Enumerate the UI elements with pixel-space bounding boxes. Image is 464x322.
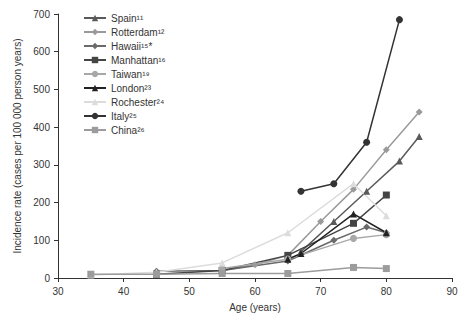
svg-text:Incidence rate (cases per 100: Incidence rate (cases per 100 000 person… xyxy=(12,38,23,253)
svg-text:500: 500 xyxy=(33,84,50,95)
svg-text:Age (years): Age (years) xyxy=(229,302,281,313)
svg-text:30: 30 xyxy=(52,286,64,297)
svg-text:Hawaii¹⁵*: Hawaii¹⁵* xyxy=(111,41,152,52)
svg-text:50: 50 xyxy=(184,286,196,297)
svg-text:Rochester²⁴: Rochester²⁴ xyxy=(111,97,164,108)
svg-text:80: 80 xyxy=(381,286,393,297)
svg-text:Spain¹¹: Spain¹¹ xyxy=(111,13,144,24)
svg-text:China²⁶: China²⁶ xyxy=(111,125,145,136)
svg-text:Rotterdam¹²: Rotterdam¹² xyxy=(111,27,165,38)
svg-text:70: 70 xyxy=(315,286,327,297)
svg-text:London²³: London²³ xyxy=(111,83,152,94)
svg-text:Italy²⁵: Italy²⁵ xyxy=(111,111,137,122)
svg-text:400: 400 xyxy=(33,122,50,133)
svg-text:600: 600 xyxy=(33,46,50,57)
svg-text:40: 40 xyxy=(118,286,130,297)
svg-text:700: 700 xyxy=(33,9,50,20)
svg-text:0: 0 xyxy=(44,273,50,284)
svg-text:300: 300 xyxy=(33,159,50,170)
svg-text:60: 60 xyxy=(249,286,261,297)
svg-text:100: 100 xyxy=(33,235,50,246)
svg-text:200: 200 xyxy=(33,197,50,208)
svg-text:Manhattan¹⁶: Manhattan¹⁶ xyxy=(111,55,166,66)
svg-text:90: 90 xyxy=(446,286,458,297)
svg-text:Taiwan¹⁹: Taiwan¹⁹ xyxy=(111,69,150,80)
